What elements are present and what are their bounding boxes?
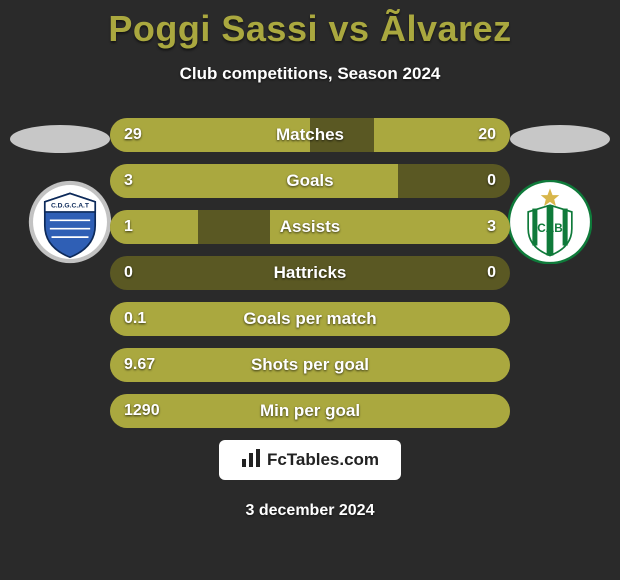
team-right-badge: CAB (508, 180, 592, 264)
stat-row: Assists1 3 (110, 210, 510, 244)
team-left-badge: C.D.G.C.A.T (28, 180, 112, 264)
stat-row: Goals3 0 (110, 164, 510, 198)
stat-value-left: 0.1 (124, 302, 146, 336)
stat-row: Matches29 20 (110, 118, 510, 152)
stat-value-right: 0 (487, 256, 496, 290)
stat-value-left: 29 (124, 118, 142, 152)
stat-label: Goals (110, 164, 510, 198)
svg-text:C.D.G.C.A.T: C.D.G.C.A.T (51, 203, 90, 210)
stat-value-right: 20 (478, 118, 496, 152)
svg-text:CAB: CAB (537, 222, 562, 235)
stat-value-left: 3 (124, 164, 133, 198)
fctables-watermark: FcTables.com (219, 440, 401, 480)
page-title: Poggi Sassi vs Ãlvarez (0, 0, 620, 50)
stat-label: Matches (110, 118, 510, 152)
stat-value-left: 1290 (124, 394, 160, 428)
stat-row: Min per goal1290 (110, 394, 510, 428)
stat-value-right: 0 (487, 164, 496, 198)
bars-icon (241, 449, 261, 472)
stat-row: Hattricks0 0 (110, 256, 510, 290)
stat-label: Min per goal (110, 394, 510, 428)
stats-comparison-chart: Matches2920Goals30Assists13Hattricks00Go… (110, 118, 510, 440)
stat-label: Hattricks (110, 256, 510, 290)
stat-value-left: 9.67 (124, 348, 155, 382)
stat-value-left: 1 (124, 210, 133, 244)
player-right-photo-placeholder (510, 125, 610, 153)
stat-label: Assists (110, 210, 510, 244)
stat-label: Shots per goal (110, 348, 510, 382)
fctables-label: FcTables.com (267, 450, 379, 470)
subtitle: Club competitions, Season 2024 (0, 64, 620, 84)
stat-label: Goals per match (110, 302, 510, 336)
stat-row: Goals per match0.1 (110, 302, 510, 336)
stat-value-right: 3 (487, 210, 496, 244)
stat-row: Shots per goal9.67 (110, 348, 510, 382)
stat-value-left: 0 (124, 256, 133, 290)
player-left-photo-placeholder (10, 125, 110, 153)
footer-date: 3 december 2024 (0, 502, 620, 520)
